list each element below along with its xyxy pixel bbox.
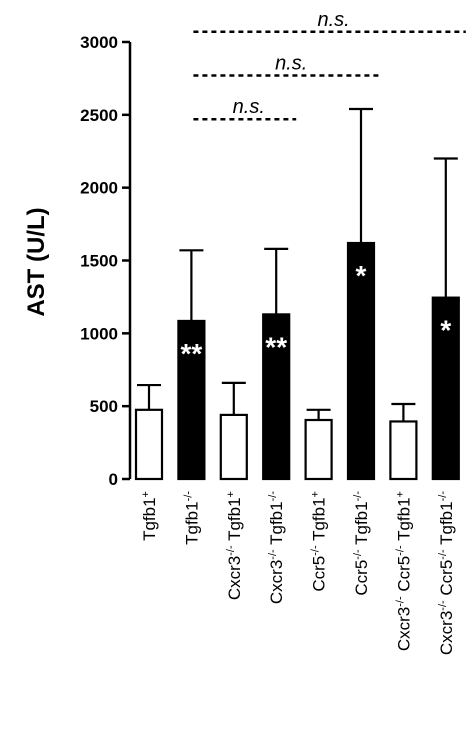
bar (177, 319, 206, 481)
y-axis-label: AST (U/L) (23, 207, 50, 316)
y-tick-label: 2500 (80, 106, 118, 125)
bar (219, 413, 248, 481)
category-label: Ccr5-/- Tgfb1+ (310, 491, 329, 592)
y-tick-label: 2000 (80, 179, 118, 198)
bar (346, 241, 376, 481)
y-tick-label: 0 (109, 470, 118, 489)
category-label: Cxcr3-/- Tgfb1-/- (267, 491, 286, 604)
significance-label: n.s. (233, 96, 265, 118)
significance-marker: ** (181, 338, 203, 369)
category-label: Tgfb1-/- (182, 491, 201, 545)
y-tick-label: 1000 (80, 324, 118, 343)
significance-marker: * (356, 260, 367, 291)
significance-marker: * (440, 315, 451, 346)
category-label: Tgfb1+ (140, 491, 159, 541)
bar (134, 408, 164, 481)
category-label: Cxcr3-/- Tgfb1+ (225, 491, 244, 600)
category-label: Cxcr3-/- Ccr5-/- Tgfb1-/- (437, 491, 456, 655)
significance-label: n.s. (275, 53, 307, 75)
category-label: Cxcr3-/- Ccr5-/- Tgfb1+ (394, 491, 413, 651)
bar (431, 296, 460, 481)
y-tick-label: 1500 (80, 252, 118, 271)
category-label: Ccr5-/- Tgfb1-/- (352, 491, 371, 596)
significance-label: n.s. (317, 9, 349, 31)
y-tick-label: 3000 (80, 33, 118, 52)
bar (262, 313, 291, 481)
significance-marker: ** (265, 331, 287, 362)
bar (389, 420, 418, 481)
y-tick-label: 500 (90, 397, 118, 416)
bar (304, 418, 333, 481)
